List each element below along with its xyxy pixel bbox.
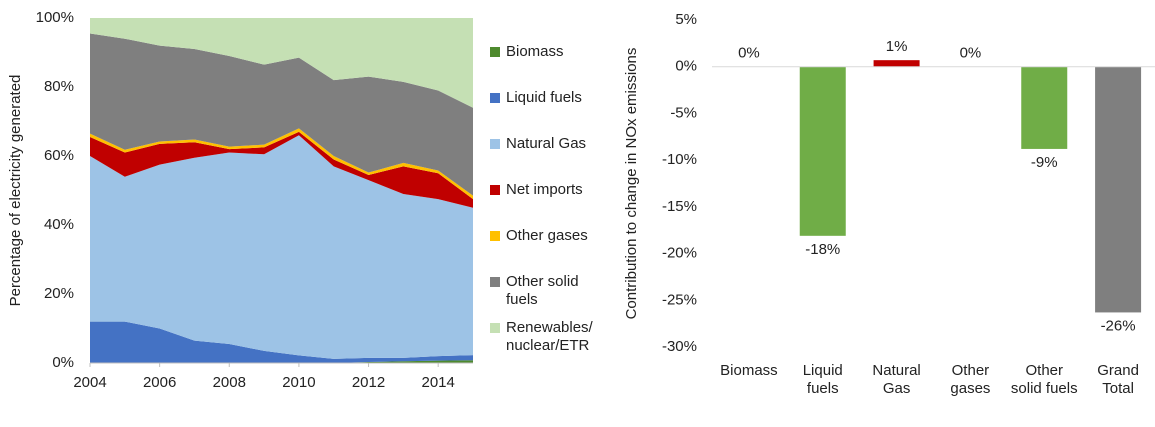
legend-swatch [490,185,500,195]
x-tick-label: 2008 [213,374,246,391]
area-series [90,321,473,363]
y-tick-label: 60% [44,147,74,164]
area-series [90,135,473,359]
x-tick-label: 2014 [421,374,454,391]
y-tick-label: 100% [36,9,74,26]
x-tick-label: 2006 [143,374,176,391]
y-tick-label: 20% [44,285,74,302]
legend-label: Liquid fuels [506,89,582,106]
value-label: 1% [886,38,908,55]
legend-swatch [490,139,500,149]
y-tick-label: 0% [52,354,74,371]
bar [799,66,846,236]
bar [1095,66,1142,313]
y-tick-label: -25% [662,291,697,308]
x-tick-label: Liquid fuels [802,362,843,397]
value-label: 0% [960,45,982,62]
y-tick-label: -20% [662,245,697,262]
y-axis-title: Percentage of electricity generated [7,75,24,307]
legend-swatch [490,323,500,333]
y-tick-label: 5% [675,11,697,28]
x-tick-label: 2010 [282,374,315,391]
legend-label: Other gases [506,227,588,244]
legend-swatch [490,47,500,57]
legend-label: Natural Gas [506,135,587,152]
area-series [90,33,473,196]
area-series [90,18,473,108]
value-label: -18% [805,241,840,258]
y-tick-label: -15% [662,198,697,215]
y-tick-label: -5% [670,104,697,121]
legend-label: Other solid fuels [506,273,579,308]
bar [1021,66,1068,149]
y-tick-label: -30% [662,338,697,355]
bar [873,60,920,67]
x-tick-label: Biomass [720,362,778,379]
x-tick-label: 2012 [352,374,385,391]
y-tick-label: -10% [662,151,697,168]
area-series [90,131,473,208]
x-tick-label: Other solid fuels [1010,362,1078,397]
x-tick-label: Natural Gas [872,362,921,397]
legend-label: Net imports [506,181,583,198]
y-tick-label: 80% [44,78,74,95]
y-axis-title: Contribution to change in NOx emissions [623,48,640,320]
y-tick-label: 0% [675,58,697,75]
value-label: -26% [1101,317,1136,334]
legend-label: Biomass [506,43,564,60]
area-series [90,360,473,363]
legend-swatch [490,277,500,287]
legend-swatch [490,231,500,241]
legend-swatch [490,93,500,103]
y-tick-label: 40% [44,216,74,233]
x-tick-label: 2004 [73,374,106,391]
legend-label: Renewables/ nuclear/ETR [506,319,593,354]
value-label: 0% [738,45,760,62]
x-tick-label: Other gases [950,362,991,397]
x-tick-label: Grand Total [1097,362,1139,397]
value-label: -9% [1031,154,1058,171]
